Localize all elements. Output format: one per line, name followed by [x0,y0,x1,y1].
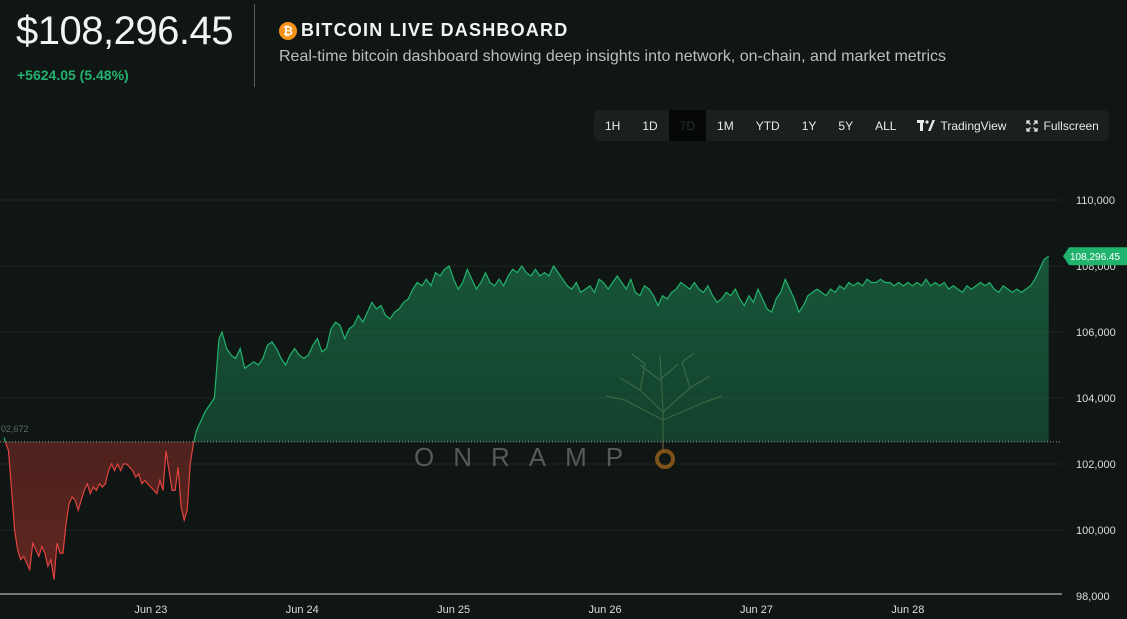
y-tick-label: 102,000 [1076,459,1116,471]
fullscreen-icon [1026,119,1039,132]
last-price-tag-text: 108,296.45 [1070,252,1120,263]
area-above-baseline [4,256,1049,442]
x-tick-label: Jun 28 [891,604,924,616]
y-tick-label: 100,000 [1076,525,1116,537]
x-tick-label: Jun 23 [134,604,167,616]
range-button-1m[interactable]: 1M [717,118,734,133]
btc-price: $108,296.45 [16,9,233,53]
y-tick-label: 104,000 [1076,393,1116,405]
y-tick-label: 98,000 [1076,591,1110,603]
header: $108,296.45 +5624.05 (5.48%) ₿ BITCOIN L… [0,0,1127,100]
range-button-1y[interactable]: 1Y [801,118,817,133]
title-row: ₿ BITCOIN LIVE DASHBOARD [279,20,568,41]
range-button-5y[interactable]: 5Y [838,118,854,133]
range-button-1h[interactable]: 1H [605,118,621,133]
chart-toolbar: 1H 1D 7D 1M YTD 1Y 5Y ALL TradingView Fu… [594,110,1109,141]
range-button-7d[interactable]: 7D [668,110,707,141]
y-tick-label: 110,000 [1076,195,1115,207]
area-below-baseline [5,441,194,580]
y-tick-label: 106,000 [1076,327,1116,339]
tradingview-button[interactable]: TradingView [907,110,1016,141]
price-line-down [4,441,195,580]
bitcoin-icon: ₿ [279,21,297,40]
x-tick-label: Jun 27 [740,604,773,616]
onramp-o-icon [655,449,675,469]
x-tick-label: Jun 25 [437,604,470,616]
x-tick-label: Jun 26 [589,604,622,616]
header-divider [254,4,255,87]
y-axis: 98,000100,000102,000104,000106,000108,00… [1076,195,1116,603]
range-button-ytd[interactable]: YTD [755,118,780,133]
baseline-label: 02,672 [1,424,29,434]
tradingview-icon [917,120,936,131]
fullscreen-label: Fullscreen [1043,118,1099,133]
tradingview-label: TradingView [940,118,1007,133]
last-price-tag-bg [1063,247,1127,266]
range-button-all[interactable]: ALL [875,118,897,133]
watermark-text: ONRAMP [414,442,642,472]
price-chart[interactable]: ONRAMP 02,672 98,000 100,000 102,000 104,00… [0,150,1127,619]
dashboard-title: BITCOIN LIVE DASHBOARD [301,20,569,40]
range-button-1d[interactable]: 1D [642,118,658,133]
x-axis: Jun 23 Jun 24 Jun 25 Jun 26 Jun 27 Jun 28 [134,604,924,616]
fullscreen-button[interactable]: Fullscreen [1016,110,1108,141]
onramp-watermark: ONRAMP [414,352,723,472]
last-price-tag: 108,296.45 [1063,247,1127,266]
price-line-up [3,255,1050,442]
price-change: +5624.05 (5.48%) [17,67,129,83]
x-tick-label: Jun 24 [286,604,319,616]
dashboard-subtitle: Real-time bitcoin dashboard showing deep… [279,48,947,65]
